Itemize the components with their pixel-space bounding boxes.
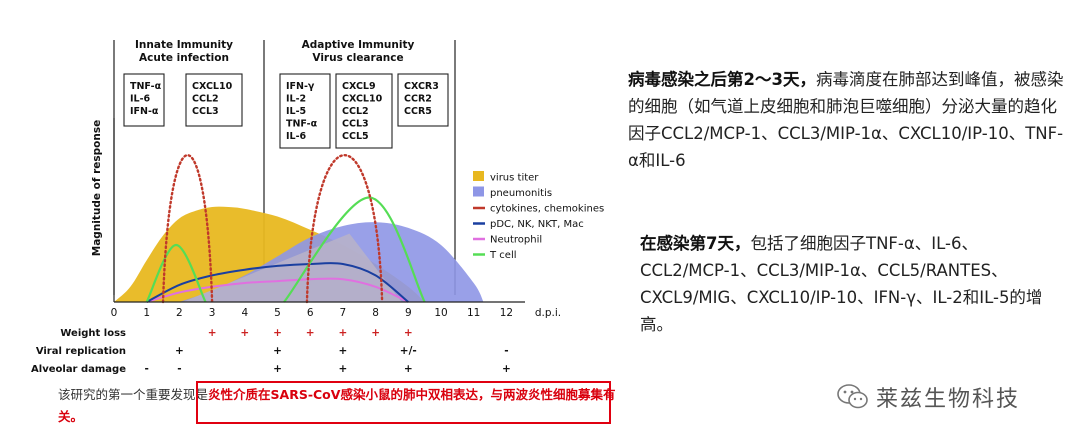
x-tick-label: 12 <box>500 307 513 319</box>
cytokine-peak-1 <box>161 154 214 304</box>
row-mark: - <box>504 345 508 357</box>
marker-label: IFN-γ <box>286 81 315 92</box>
row-mark: + <box>273 345 282 357</box>
row-mark: + <box>208 327 217 339</box>
row-mark: + <box>338 363 347 375</box>
row-mark: + <box>338 327 347 339</box>
phase-2-title: Adaptive Immunity <box>302 39 415 51</box>
marker-boxes: TNF-αIL-6IFN-αCXCL10CCL2CCL3IFN-γIL-2IL-… <box>123 73 449 149</box>
marker-label: TNF-α <box>286 119 318 130</box>
marker-label: CCL2 <box>192 94 219 105</box>
x-tick-label: 2 <box>176 307 183 319</box>
legend-label: pDC, NK, NKT, Mac <box>490 219 584 230</box>
marker-label: CCR5 <box>404 106 432 117</box>
x-tick-label: 11 <box>467 307 480 319</box>
marker-label: IL-2 <box>286 94 306 105</box>
phase-1-title: Innate Immunity <box>135 39 233 51</box>
wechat-icon <box>837 384 868 409</box>
row-mark: + <box>273 327 282 339</box>
neutrophil-line <box>146 277 409 303</box>
row-mark: + <box>404 327 413 339</box>
pdc-nk-line <box>146 262 409 303</box>
legend-label: T cell <box>489 250 517 261</box>
marker-label: IL-6 <box>286 131 307 142</box>
annotation-day7-text: 包括了细胞因子TNF-α、IL-6、CCL2/MCP-1、CCL3/MIP-1α… <box>640 234 1043 334</box>
x-tick-label: 7 <box>340 307 347 319</box>
marker-label: IL-5 <box>286 106 306 117</box>
legend-label: virus titer <box>490 173 539 184</box>
marker-label: CCL2 <box>342 106 369 117</box>
cytokine-peak-2 <box>305 153 384 304</box>
row-mark: + <box>273 363 282 375</box>
x-tick-label: 9 <box>405 307 412 319</box>
x-tick-label: 4 <box>241 307 248 319</box>
t-cell-peak-1 <box>145 243 207 303</box>
row-mark: + <box>306 327 315 339</box>
row-mark: + <box>502 363 511 375</box>
brand-name: 莱兹生物科技 <box>876 387 1021 412</box>
marker-label: CXCL10 <box>192 81 233 92</box>
row-mark: - <box>177 363 181 375</box>
highlight-box <box>196 381 611 424</box>
caption-highlight: 炎性介质在SARS-CoV感染小鼠的肺中双相表达，与两波炎性细胞募集有关。 <box>58 387 616 424</box>
row-mark: - <box>145 363 149 375</box>
x-tick-label: 10 <box>434 307 447 319</box>
marker-label: IFN-α <box>130 106 159 117</box>
overlap-wedge <box>182 233 402 302</box>
outcome-rows: Weight loss + + + + + + + Viral replication + + + +/… <box>31 327 511 375</box>
marker-label: CCL3 <box>342 119 369 130</box>
row-label: Viral replication <box>36 346 126 357</box>
legend: virus titer pneumonitis cytokines, chemoki… <box>473 171 604 261</box>
x-tick-label: 5 <box>274 307 281 319</box>
x-tick-label: 1 <box>143 307 150 319</box>
annotation-day2-3-bold: 病毒感染之后第2～3天， <box>628 70 816 89</box>
row-mark: + <box>240 327 249 339</box>
marker-box <box>123 73 165 127</box>
legend-swatch <box>473 186 484 197</box>
phase-2-subtitle: Virus clearance <box>312 52 403 64</box>
plot-area <box>114 153 484 304</box>
marker-label: TNF-α <box>130 81 162 92</box>
row-mark: + <box>338 345 347 357</box>
row-mark: + <box>175 345 184 357</box>
marker-box <box>397 73 449 127</box>
legend-label: Neutrophil <box>490 235 542 246</box>
marker-label: CCR2 <box>404 94 432 105</box>
x-tick-label: 0 <box>111 307 118 319</box>
phase-headers: Innate Immunity Acute infection Adaptive… <box>135 39 414 64</box>
marker-box <box>185 73 243 127</box>
row-mark: + <box>404 363 413 375</box>
row-mark: +/- <box>400 345 417 357</box>
phase-1-subtitle: Acute infection <box>139 52 229 64</box>
marker-label: CCL5 <box>342 131 369 142</box>
figure-caption: 该研究的第一个重要发现是炎性介质在SARS-CoV感染小鼠的肺中双相表达，与两波… <box>58 384 618 428</box>
row-label: Alveolar damage <box>31 364 126 375</box>
x-axis-label: d.p.i. <box>535 307 561 319</box>
marker-box <box>279 73 331 149</box>
row-mark: + <box>371 327 380 339</box>
annotation-day7-bold: 在感染第7天， <box>640 234 751 253</box>
caption-prefix: 该研究的第一个重要发现是 <box>58 387 209 402</box>
brand-watermark: 莱兹生物科技 <box>836 381 1020 413</box>
annotation-day2-3-text: 病毒滴度在肺部达到峰值，被感染的细胞（如气道上皮细胞和肺泡巨噬细胞）分泌大量的趋… <box>628 70 1064 170</box>
marker-box <box>335 73 393 149</box>
marker-label: CXCR3 <box>404 81 439 92</box>
t-cell-peak-2 <box>283 196 426 303</box>
marker-label: IL-6 <box>130 94 151 105</box>
legend-swatch <box>473 171 484 181</box>
x-tick-label: 6 <box>307 307 314 319</box>
marker-label: CXCL10 <box>342 94 383 105</box>
legend-label: cytokines, chemokines <box>490 204 604 215</box>
x-ticks: 0 1 2 3 4 5 6 7 8 9 10 11 12 <box>111 307 513 319</box>
annotation-day2-3: 病毒感染之后第2～3天，病毒滴度在肺部达到峰值，被感染的细胞（如气道上皮细胞和肺… <box>628 66 1068 174</box>
annotation-day7: 在感染第7天，包括了细胞因子TNF-α、IL-6、CCL2/MCP-1、CCL3… <box>640 230 1060 338</box>
legend-label: pneumonitis <box>490 188 552 199</box>
row-label: Weight loss <box>60 328 126 339</box>
x-tick-label: 3 <box>209 307 216 319</box>
y-axis-label: Magnitude of response <box>91 120 103 256</box>
marker-label: CCL3 <box>192 106 219 117</box>
x-tick-label: 8 <box>372 307 379 319</box>
marker-label: CXCL9 <box>342 81 376 92</box>
